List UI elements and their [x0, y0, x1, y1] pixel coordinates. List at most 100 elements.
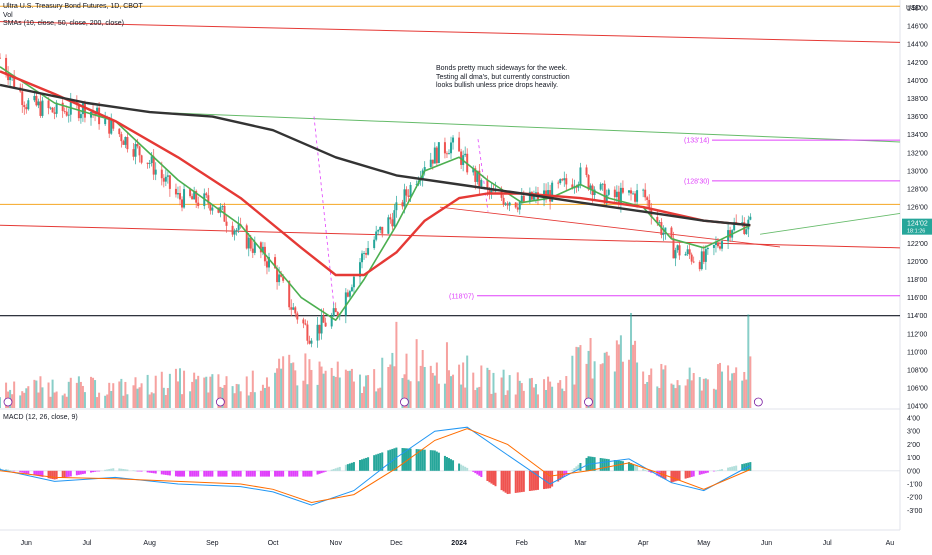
macd-histogram-bar [90, 470, 93, 473]
candle-body [51, 107, 54, 113]
volume-bar [627, 359, 630, 408]
macd-histogram-bar [21, 470, 24, 473]
candle-body [140, 155, 143, 163]
volume-bar [278, 358, 281, 408]
volume-bar [245, 376, 248, 408]
volume-bar [21, 391, 24, 408]
macd-label: MACD (12, 26, close, 9) [3, 414, 78, 421]
macd-histogram-bar [373, 455, 376, 471]
volume-bar [514, 394, 517, 408]
volume-bar [96, 397, 99, 408]
macd-histogram-bar [619, 460, 622, 471]
macd-histogram-bar [490, 470, 493, 484]
macd-histogram-bar [162, 470, 165, 475]
candle-body [452, 137, 455, 143]
volume-bar [223, 384, 226, 408]
volume-bar [607, 355, 610, 408]
candle-body [191, 196, 194, 200]
macd-histogram-bar [431, 450, 434, 471]
volume-bar [13, 381, 16, 408]
volume-bar [719, 362, 721, 408]
candle-body [249, 237, 252, 249]
macd-histogram-bar [53, 470, 56, 480]
chart-title: Ultra U.S. Treasury Bond Futures, 1D, CB… [3, 3, 143, 10]
target-level-label: (128'30) [684, 178, 709, 185]
volume-bar [405, 353, 408, 408]
candle-body [94, 113, 97, 115]
volume-bar [466, 355, 469, 408]
candle-body [221, 205, 224, 207]
volume-bar [152, 393, 155, 408]
candle-body [152, 156, 155, 175]
candle-body [702, 251, 705, 262]
candle-body [288, 280, 291, 308]
macd-histogram-bar [245, 470, 248, 477]
volume-bar [478, 386, 481, 408]
macd-histogram-bar [110, 468, 113, 471]
candle-body [274, 257, 277, 269]
volume-bar [181, 394, 184, 408]
candle-body [207, 195, 210, 204]
candle-body [225, 221, 228, 226]
candle-body [391, 219, 394, 227]
macd-histogram-bar [75, 470, 78, 476]
macd-histogram-bar [712, 470, 715, 472]
macd-histogram-bar [617, 460, 620, 471]
macd-histogram-bar [381, 452, 384, 471]
candle-body [183, 189, 186, 208]
macd-histogram-bar [108, 469, 111, 471]
macd-histogram-bar [207, 470, 210, 477]
candle-body [75, 100, 78, 105]
volume-bar [431, 372, 434, 408]
macd-histogram-bar [656, 470, 659, 476]
macd-histogram-bar [721, 469, 724, 471]
volume-bar [217, 374, 220, 408]
macd-histogram-bar [168, 470, 171, 476]
candle-body [395, 202, 398, 211]
volume-bar [571, 355, 574, 408]
macd-histogram-bar [528, 470, 531, 491]
candle-body [393, 210, 396, 227]
volume-bar [601, 363, 604, 408]
candle-body [5, 57, 8, 74]
volume-bar [704, 378, 707, 408]
volume-bar [344, 369, 347, 408]
projection-line [477, 139, 489, 212]
candle-body [528, 191, 531, 202]
macd-histogram-bar [532, 470, 535, 491]
candle-body [334, 308, 337, 313]
volume-bar [174, 368, 177, 408]
macd-tick-label: -2'00 [907, 495, 922, 502]
candle-body [195, 191, 198, 203]
macd-histogram-bar [445, 457, 448, 471]
macd-histogram-bar [11, 470, 14, 472]
annotation-note: Bonds pretty much sideways for the week.… [436, 65, 596, 91]
candle-body [132, 149, 135, 157]
candle-body [443, 142, 446, 154]
macd-histogram-bar [134, 470, 137, 472]
macd-histogram-bar [692, 470, 695, 477]
candle-body [247, 237, 250, 249]
macd-histogram-bar [452, 460, 455, 471]
candle-body [365, 253, 368, 255]
volume-bar [359, 374, 361, 408]
volume-bar [379, 387, 382, 408]
volume-bar [676, 380, 679, 408]
macd-histogram-bar [644, 469, 647, 471]
macd-histogram-bar [138, 470, 141, 472]
candle-body [197, 202, 200, 207]
macd-histogram-bar [488, 470, 491, 483]
volume-bar [288, 354, 291, 408]
candle-body [603, 183, 606, 204]
volume-bar [579, 345, 582, 408]
macd-histogram-bar [318, 470, 321, 474]
candle-body [83, 103, 86, 118]
rollover-event-icon [584, 397, 593, 407]
macd-histogram-bar [536, 470, 539, 490]
macd-histogram-bar [259, 470, 262, 477]
volume-bar [189, 391, 192, 408]
trend-line [759, 213, 901, 235]
macd-histogram-bar [704, 470, 707, 474]
macd-histogram-bar [630, 463, 633, 471]
